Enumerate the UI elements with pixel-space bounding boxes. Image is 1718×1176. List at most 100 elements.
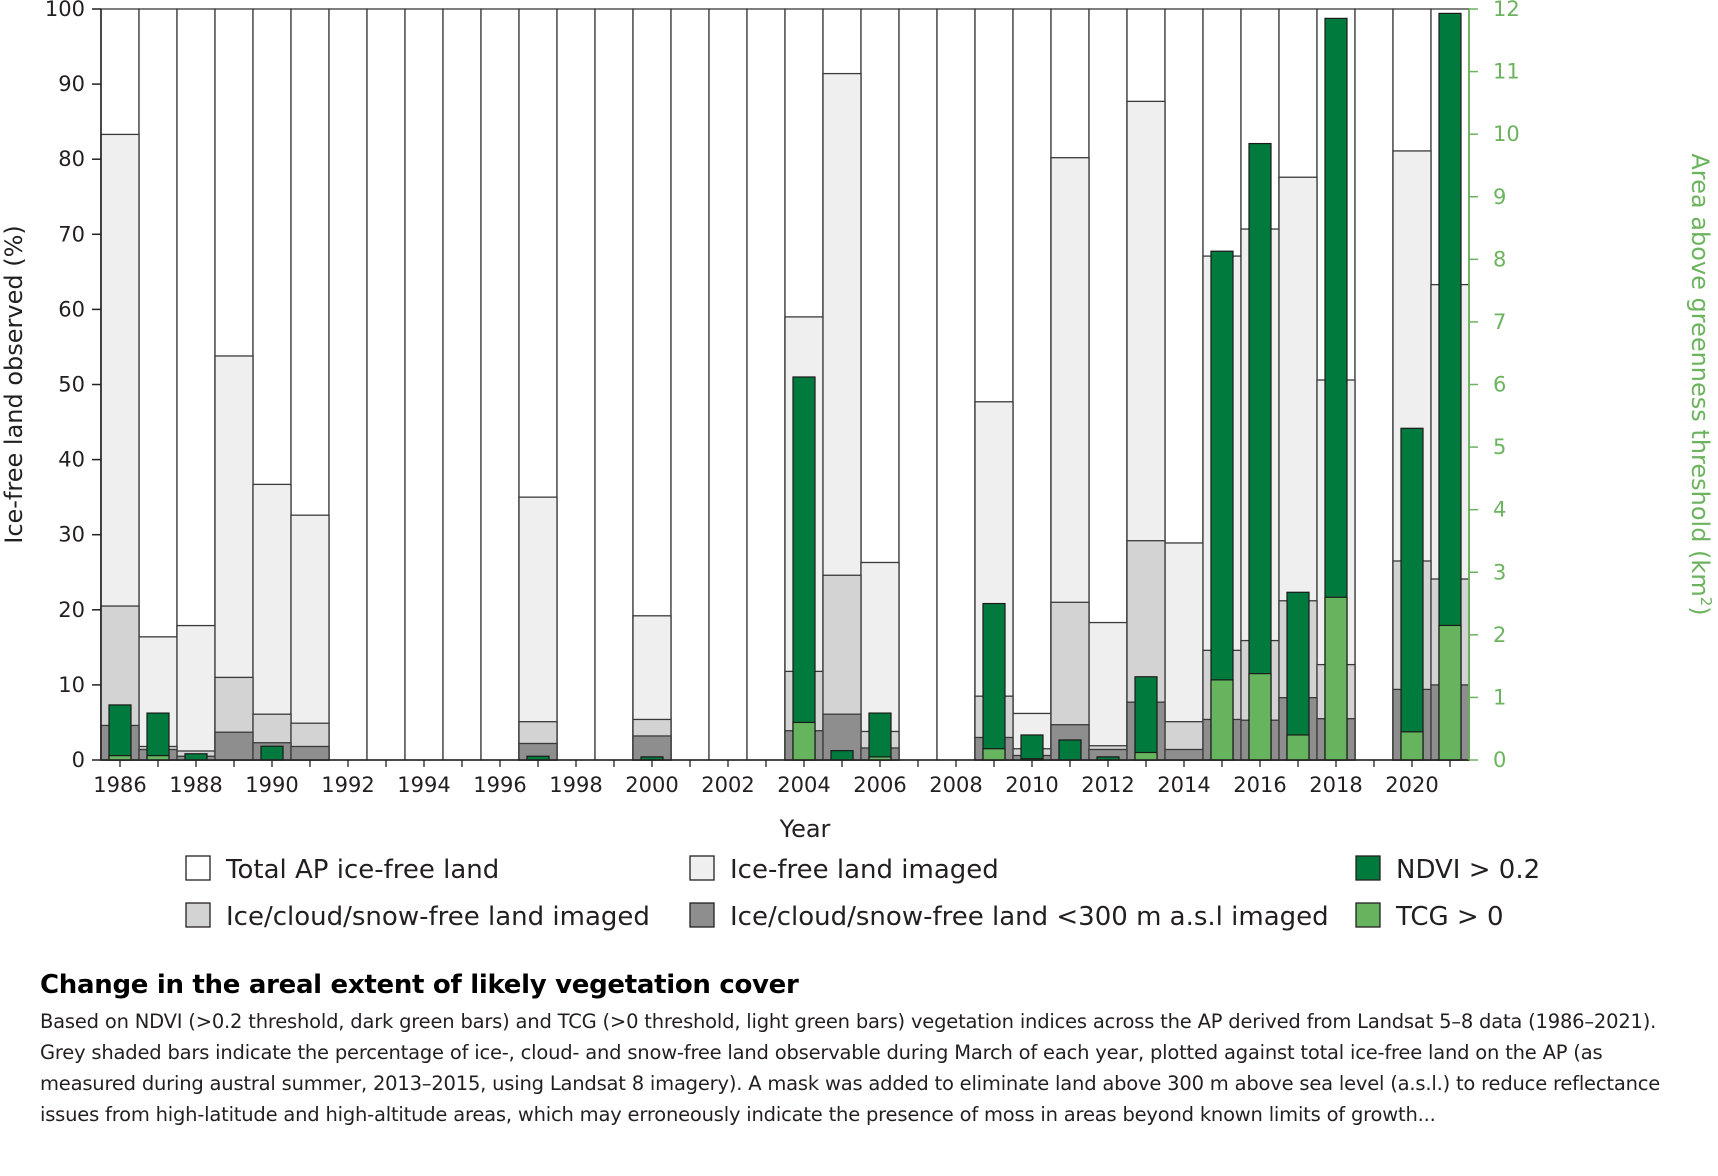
bar-ndvi-0-2-1986 xyxy=(108,704,132,761)
x-tick-label: 1986 xyxy=(93,773,146,797)
legend-label-ice-cloud-snow-free-land-300-m-a-s-l-imaged: Ice/cloud/snow-free land <300 m a.s.l im… xyxy=(730,902,1329,932)
y2-tick-label: 3 xyxy=(1493,560,1506,584)
y-tick-label: 100 xyxy=(45,0,85,21)
legend-label-tcg-0: TCG > 0 xyxy=(1395,902,1504,932)
y-tick-label: 80 xyxy=(58,147,85,171)
bar-ndvi-0-2-2016 xyxy=(1248,142,1272,761)
x-tick-label: 2018 xyxy=(1309,773,1362,797)
bar-tcg-0-2020 xyxy=(1400,731,1424,761)
bar-ice-cloud-snow-free-land-300-m-a-s-l-imaged-1991 xyxy=(290,745,330,761)
bar-total-ap-ice-free-land-1994 xyxy=(404,8,444,761)
y-tick-label: 20 xyxy=(58,598,85,622)
bar-tcg-0-2015 xyxy=(1210,679,1234,761)
legend-swatch-total-ap-ice-free-land xyxy=(185,855,211,881)
bar-ice-free-land-imaged-1988 xyxy=(176,624,216,761)
bar-ndvi-0-2-2005 xyxy=(830,750,854,761)
bar-tcg-0-2013 xyxy=(1134,751,1158,761)
bar-total-ap-ice-free-land-2002 xyxy=(708,8,748,761)
bar-total-ap-ice-free-land-2007 xyxy=(898,8,938,761)
legend-swatch-ice-free-land-imaged xyxy=(689,855,715,881)
caption-title: Change in the areal extent of likely veg… xyxy=(40,970,799,1000)
y2-tick-label: 5 xyxy=(1493,435,1506,459)
y2-axis-title: Area above greenness threshold (km2) xyxy=(1686,153,1715,615)
x-tick-label: 1994 xyxy=(397,773,450,797)
y-tick-label: 40 xyxy=(58,448,85,472)
y-axis-title: Ice-free land observed (%) xyxy=(0,225,28,544)
x-tick-label: 1998 xyxy=(549,773,602,797)
bar-ice-cloud-snow-free-land-300-m-a-s-l-imaged-2014 xyxy=(1164,748,1204,761)
bar-ice-cloud-snow-free-land-300-m-a-s-l-imaged-2000 xyxy=(632,735,672,761)
bar-tcg-0-2018 xyxy=(1324,596,1348,761)
caption: Change in the areal extent of likely veg… xyxy=(40,970,1680,1130)
caption-body: Based on NDVI (>0.2 threshold, dark gree… xyxy=(40,1010,1661,1126)
bar-ndvi-0-2-2010 xyxy=(1020,734,1044,761)
x-tick-label: 1988 xyxy=(169,773,222,797)
x-tick-label: 2016 xyxy=(1233,773,1286,797)
x-tick-label: 1996 xyxy=(473,773,526,797)
bar-ndvi-0-2-2009 xyxy=(982,602,1006,761)
bar-total-ap-ice-free-land-1987 xyxy=(138,8,178,761)
bar-layer xyxy=(100,8,1470,761)
y2-tick-label: 10 xyxy=(1493,122,1520,146)
y2-tick-label: 4 xyxy=(1493,498,1506,522)
x-tick-label: 1990 xyxy=(245,773,298,797)
x-tick-label: 1992 xyxy=(321,773,374,797)
legend-label-ice-cloud-snow-free-land-imaged: Ice/cloud/snow-free land imaged xyxy=(226,902,650,932)
bar-total-ap-ice-free-land-1995 xyxy=(442,8,482,761)
y2-tick-label: 8 xyxy=(1493,247,1506,271)
bar-total-ap-ice-free-land-1993 xyxy=(366,8,406,761)
bar-ndvi-0-2-2006 xyxy=(868,712,892,761)
bar-ndvi-0-2-2020 xyxy=(1400,427,1424,761)
bar-ice-cloud-snow-free-land-300-m-a-s-l-imaged-1989 xyxy=(214,731,254,761)
x-tick-label: 2012 xyxy=(1081,773,1134,797)
bar-tcg-0-2017 xyxy=(1286,734,1310,761)
bar-total-ap-ice-free-land-2019 xyxy=(1354,8,1394,761)
bar-total-ap-ice-free-land-1999 xyxy=(594,8,634,761)
bar-ice-free-land-imaged-2012 xyxy=(1088,621,1128,761)
y-tick-label: 0 xyxy=(72,748,85,772)
y2-tick-label: 2 xyxy=(1493,623,1506,647)
x-tick-label: 2020 xyxy=(1385,773,1438,797)
x-tick-label: 2000 xyxy=(625,773,678,797)
x-tick-label: 2014 xyxy=(1157,773,1210,797)
y-tick-label: 50 xyxy=(58,373,85,397)
bar-tcg-0-2009 xyxy=(982,748,1006,761)
legend-swatch-ice-cloud-snow-free-land-300-m-a-s-l-imaged xyxy=(689,902,715,928)
bar-ndvi-0-2-2013 xyxy=(1134,676,1158,761)
bar-total-ap-ice-free-land-2001 xyxy=(670,8,710,761)
bar-tcg-0-2004 xyxy=(792,721,816,761)
y2-tick-label: 1 xyxy=(1493,685,1506,709)
axes: 0102030405060708090100012345678910111219… xyxy=(0,0,1715,843)
chart: 0102030405060708090100012345678910111219… xyxy=(0,0,1715,932)
bar-tcg-0-2016 xyxy=(1248,673,1272,761)
y2-tick-label: 9 xyxy=(1493,185,1506,209)
bar-ndvi-0-2-2004 xyxy=(792,376,816,761)
y2-tick-label: 0 xyxy=(1493,748,1506,772)
bar-total-ap-ice-free-land-2003 xyxy=(746,8,786,761)
x-tick-label: 2002 xyxy=(701,773,754,797)
y-tick-label: 30 xyxy=(58,523,85,547)
bar-ndvi-0-2-2011 xyxy=(1058,739,1082,761)
bar-total-ap-ice-free-land-1992 xyxy=(328,8,368,761)
bar-ndvi-0-2-1990 xyxy=(260,745,284,761)
y2-tick-label: 11 xyxy=(1493,60,1520,84)
bar-total-ap-ice-free-land-1996 xyxy=(480,8,520,761)
bar-ndvi-0-2-1988 xyxy=(184,753,208,761)
legend-label-total-ap-ice-free-land: Total AP ice-free land xyxy=(225,855,499,885)
bar-total-ap-ice-free-land-2010 xyxy=(1012,8,1052,761)
bar-ndvi-0-2-1987 xyxy=(146,712,170,761)
y-tick-label: 60 xyxy=(58,297,85,321)
bar-total-ap-ice-free-land-1998 xyxy=(556,8,596,761)
bar-total-ap-ice-free-land-2008 xyxy=(936,8,976,761)
bar-ice-free-land-imaged-1991 xyxy=(290,514,330,761)
legend: Total AP ice-free land Ice-free land imag… xyxy=(185,855,1540,932)
x-tick-label: 2004 xyxy=(777,773,830,797)
y-tick-label: 70 xyxy=(58,222,85,246)
legend-label-ice-free-land-imaged: Ice-free land imaged xyxy=(730,855,999,885)
bar-ice-free-land-imaged-1997 xyxy=(518,496,558,761)
y-tick-label: 90 xyxy=(58,72,85,96)
y-tick-label: 10 xyxy=(58,673,85,697)
y2-tick-label: 6 xyxy=(1493,373,1506,397)
legend-swatch-ndvi-0-2 xyxy=(1355,855,1381,881)
x-tick-label: 2010 xyxy=(1005,773,1058,797)
